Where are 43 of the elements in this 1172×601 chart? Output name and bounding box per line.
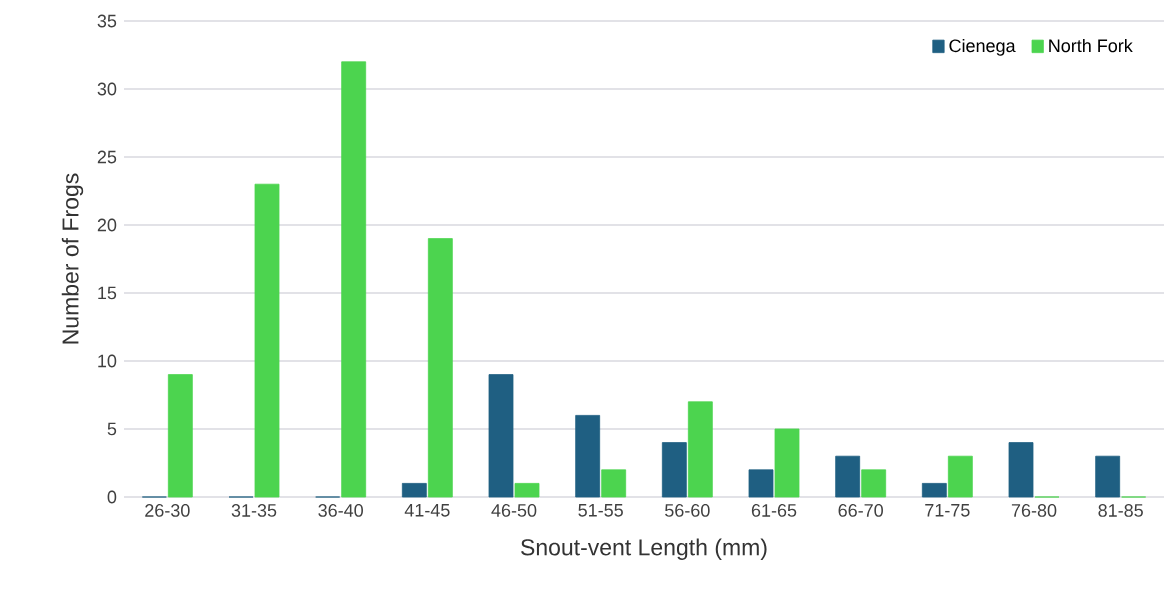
x-tick-label: 61-65 [751, 504, 797, 517]
bar [835, 455, 861, 498]
x-tick-label: 26-30 [145, 504, 190, 517]
bar [1008, 442, 1034, 498]
x-tick-label: 46-50 [491, 504, 537, 517]
bar [254, 183, 280, 498]
x-tick-label: 41-45 [404, 504, 450, 517]
bar [514, 483, 540, 498]
legend-label: Cienega [949, 38, 1016, 56]
x-tick-label: 76-80 [1011, 504, 1057, 517]
y-tick-label: 20 [97, 218, 117, 232]
bar [774, 428, 800, 498]
bar [748, 469, 774, 498]
x-tick-label: 31-35 [231, 504, 277, 517]
bar [687, 401, 713, 498]
x-tick-label: 36-40 [318, 504, 363, 517]
bar [488, 374, 514, 498]
legend-label: North Fork [1049, 38, 1133, 53]
y-tick-label: 25 [97, 150, 117, 164]
y-tick-label: 15 [98, 286, 117, 300]
x-tick-label: 81-85 [1098, 504, 1143, 517]
x-tick-label: 56-60 [665, 504, 710, 517]
bar [661, 442, 687, 498]
bar [1095, 455, 1121, 498]
bar [401, 483, 427, 498]
bar [575, 415, 601, 498]
x-tick-label: 66-70 [838, 504, 883, 517]
bar [601, 469, 627, 498]
y-tick-label: 30 [97, 82, 117, 96]
y-tick-label: 10 [98, 354, 117, 368]
bar [341, 61, 367, 498]
y-tick-label: 5 [107, 422, 117, 436]
bar [167, 374, 193, 498]
y-tick-label: 0 [107, 490, 117, 504]
y-axis-title: Number of Frogs [61, 173, 84, 344]
bar [947, 455, 973, 498]
bar [861, 469, 887, 498]
bar [921, 483, 947, 498]
x-axis-title: Snout-vent Length (mm) [521, 538, 767, 560]
x-tick-label: 71-75 [925, 504, 970, 517]
x-tick-label: 51-55 [578, 504, 623, 517]
y-tick-label: 35 [97, 14, 117, 28]
bar [427, 238, 453, 498]
